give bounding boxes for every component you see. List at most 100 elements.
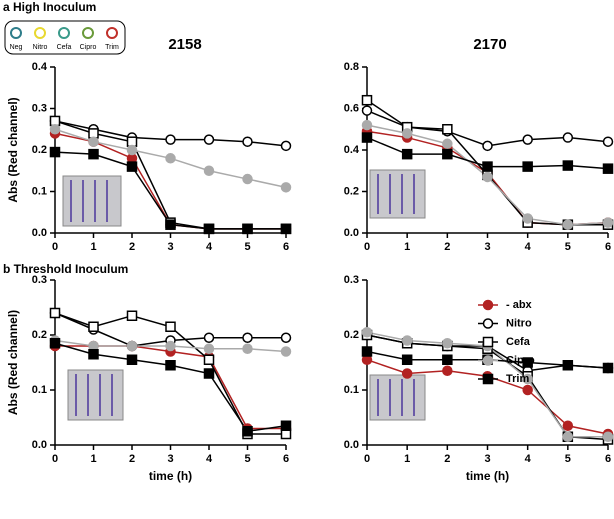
y-tick-label: 0.1: [32, 185, 47, 197]
marker: [401, 335, 413, 346]
x-tick-label: 2: [444, 241, 450, 253]
y-tick-label: 0.3: [344, 274, 359, 286]
x-tick-label: 6: [605, 453, 611, 465]
y-tick-label: 0.4: [32, 61, 48, 73]
panel-label: b Threshold Inoculum: [3, 262, 128, 276]
x-tick-label: 6: [283, 453, 289, 465]
marker: [126, 340, 138, 352]
x-tick-label: 5: [244, 453, 250, 465]
x-tick-label: 0: [364, 453, 370, 465]
marker: [165, 153, 176, 164]
marker: [203, 332, 215, 343]
marker: [401, 148, 413, 160]
marker: [49, 146, 61, 158]
marker: [482, 161, 493, 172]
x-tick-label: 1: [90, 453, 96, 465]
marker: [522, 213, 533, 224]
marker: [242, 343, 253, 354]
legend-marker: [482, 299, 494, 311]
marker: [203, 165, 215, 176]
marker: [602, 431, 614, 442]
y-tick-label: 0.2: [344, 185, 359, 197]
x-tick-label: 1: [90, 241, 96, 253]
x-axis-label: time (h): [466, 469, 509, 483]
marker: [401, 354, 413, 365]
x-axis-label: time (h): [149, 469, 192, 483]
plate-key-well: [10, 27, 22, 39]
marker: [522, 161, 533, 172]
marker: [242, 223, 253, 235]
marker: [361, 119, 373, 131]
marker: [482, 140, 493, 152]
marker: [401, 368, 413, 379]
legend-marker: [482, 336, 494, 348]
legend-label: Nitro: [506, 317, 532, 329]
marker: [203, 134, 215, 145]
y-tick-label: 0.3: [32, 102, 47, 114]
marker: [361, 132, 373, 143]
plate-key-well: [106, 27, 118, 39]
x-tick-label: 2: [129, 241, 135, 253]
marker: [280, 140, 292, 152]
x-tick-label: 5: [565, 453, 571, 465]
x-tick-label: 3: [484, 453, 490, 465]
legend-marker: [482, 355, 494, 366]
marker: [203, 354, 215, 365]
marker: [522, 357, 533, 368]
inset-photo: [369, 374, 426, 421]
y-tick-label: 0.6: [344, 102, 359, 114]
y-tick-label: 0.0: [344, 227, 359, 239]
x-tick-label: 5: [244, 241, 250, 253]
legend-label: Cefa: [506, 336, 531, 348]
marker: [49, 124, 61, 135]
legend-label: - abx: [506, 299, 533, 311]
marker: [361, 105, 373, 116]
marker: [361, 327, 373, 338]
marker: [602, 163, 614, 174]
plate-key-well: [82, 27, 94, 39]
plate-key-label: Cefa: [57, 44, 72, 51]
marker: [49, 307, 61, 319]
plate-key-label: Neg: [10, 44, 23, 51]
marker: [280, 346, 292, 357]
marker: [361, 346, 373, 357]
marker: [88, 136, 99, 147]
marker: [203, 368, 215, 379]
marker: [242, 173, 253, 185]
marker: [126, 310, 138, 321]
marker: [562, 219, 574, 230]
marker: [562, 420, 574, 431]
marker: [522, 134, 533, 145]
plate-key-label: Cipro: [80, 44, 97, 51]
marker: [242, 426, 253, 437]
x-tick-label: 4: [206, 453, 213, 465]
marker: [522, 373, 533, 385]
marker: [88, 148, 99, 160]
marker: [165, 321, 176, 332]
x-tick-label: 3: [484, 241, 490, 253]
marker: [602, 362, 614, 374]
marker: [165, 134, 176, 145]
y-axis-label: Abs (Red channel): [6, 97, 20, 202]
y-tick-label: 0.3: [32, 274, 47, 286]
legend-label: Trim: [506, 373, 529, 385]
x-tick-label: 0: [364, 241, 370, 253]
plate-key-label: Trim: [105, 44, 119, 51]
marker: [562, 431, 574, 442]
plate-key-well: [34, 27, 46, 39]
x-tick-label: 1: [404, 241, 410, 253]
inset-photo: [62, 175, 122, 227]
marker: [562, 160, 574, 171]
chart-title: 2158: [168, 36, 201, 53]
marker: [242, 136, 253, 147]
x-tick-label: 6: [283, 241, 289, 253]
x-tick-label: 6: [605, 241, 611, 253]
marker: [280, 332, 292, 343]
marker: [203, 223, 215, 235]
x-tick-label: 2: [444, 453, 450, 465]
marker: [482, 171, 493, 183]
marker: [280, 223, 292, 235]
y-tick-label: 0.1: [32, 384, 47, 396]
y-tick-label: 0.4: [344, 144, 360, 156]
x-tick-label: 3: [167, 453, 173, 465]
